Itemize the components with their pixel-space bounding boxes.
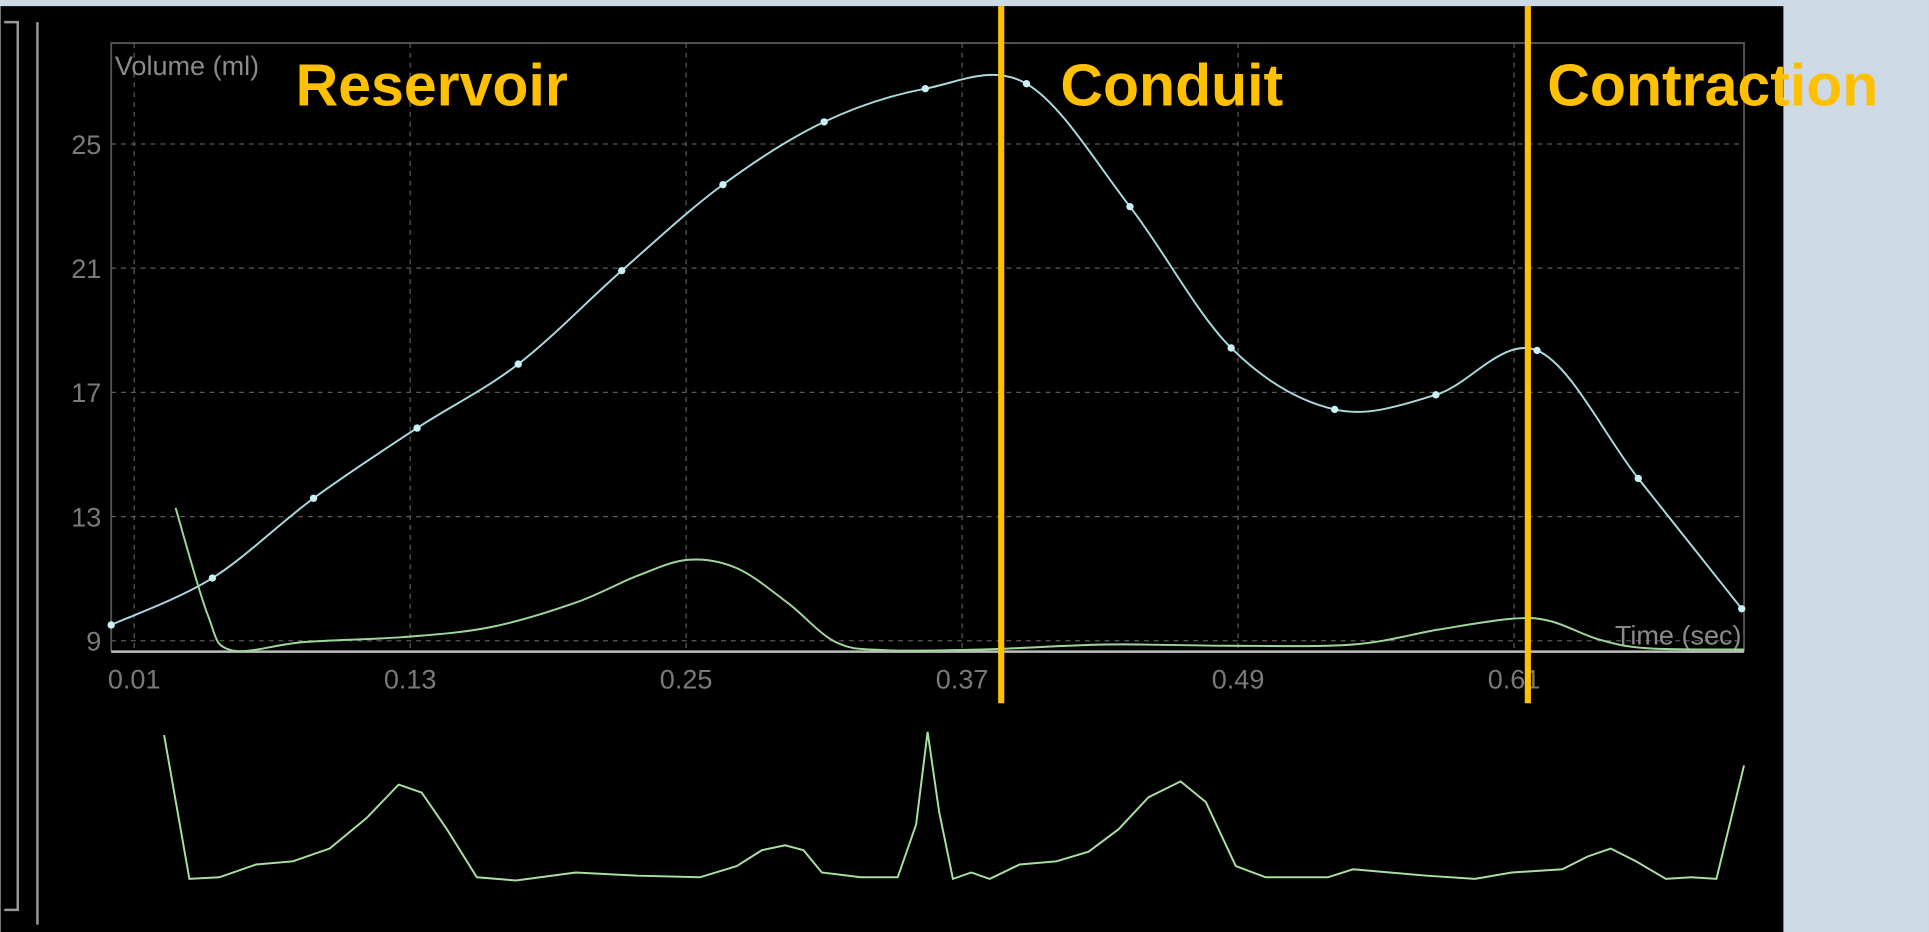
- panel-border: [4, 20, 39, 925]
- series-line: [174, 507, 1745, 653]
- y-tick-label: 13: [71, 502, 101, 532]
- data-point: [820, 118, 828, 126]
- phase-label: Conduit: [1060, 53, 1283, 119]
- x-tick-label: 0.01: [108, 665, 161, 695]
- data-point: [107, 621, 115, 629]
- data-point: [413, 424, 421, 432]
- x-axis-label: Time (sec): [1615, 620, 1742, 650]
- data-point: [921, 84, 930, 93]
- data-point: [1634, 474, 1642, 483]
- data-point: [1126, 202, 1134, 211]
- data-point: [1330, 405, 1339, 414]
- x-tick-label: 0.25: [660, 665, 713, 695]
- series-line: [163, 731, 1745, 882]
- data-point: [208, 574, 217, 582]
- data-point: [514, 360, 522, 368]
- x-tick-label: 0.13: [384, 665, 437, 695]
- data-point: [719, 180, 727, 189]
- panel: [0, 6, 1784, 932]
- data-point: [1432, 391, 1440, 399]
- y-tick-label: 17: [71, 378, 101, 408]
- x-tick-label: 0.61: [1488, 665, 1541, 695]
- y-axis-label: Volume (ml): [115, 51, 259, 81]
- data-point: [618, 266, 626, 275]
- y-tick-label: 25: [71, 130, 101, 160]
- data-point: [1738, 605, 1746, 613]
- y-tick-label: 9: [86, 627, 101, 657]
- data-point: [1533, 346, 1541, 355]
- series-line: [110, 73, 1743, 626]
- plot-frame: [110, 42, 1745, 652]
- data-point: [1022, 80, 1031, 88]
- data-point: [309, 494, 318, 502]
- x-tick-label: 0.49: [1212, 665, 1265, 695]
- phase-label: Contraction: [1547, 53, 1878, 119]
- phase-label: Reservoir: [296, 53, 568, 119]
- data-point: [1227, 344, 1235, 352]
- plot: 9 13 17 21 25 0.01 0.13 0.25 0.37 0.49 0.61 Volume …: [71, 6, 1878, 882]
- y-tick-label: 21: [71, 254, 101, 284]
- x-tick-label: 0.37: [936, 665, 989, 695]
